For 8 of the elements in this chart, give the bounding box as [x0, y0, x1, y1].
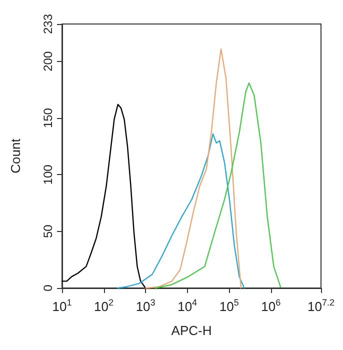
y-tick-label: 150	[41, 108, 55, 128]
x-axis-title: APC-H	[171, 323, 212, 338]
y-tick-label: 233	[41, 14, 55, 34]
y-tick-label: 0	[41, 284, 55, 292]
y-tick-label: 200	[41, 51, 55, 72]
y-tick-label: 50	[41, 224, 55, 238]
y-tick-label: 100	[41, 164, 55, 185]
y-axis-title: Count	[8, 138, 23, 174]
